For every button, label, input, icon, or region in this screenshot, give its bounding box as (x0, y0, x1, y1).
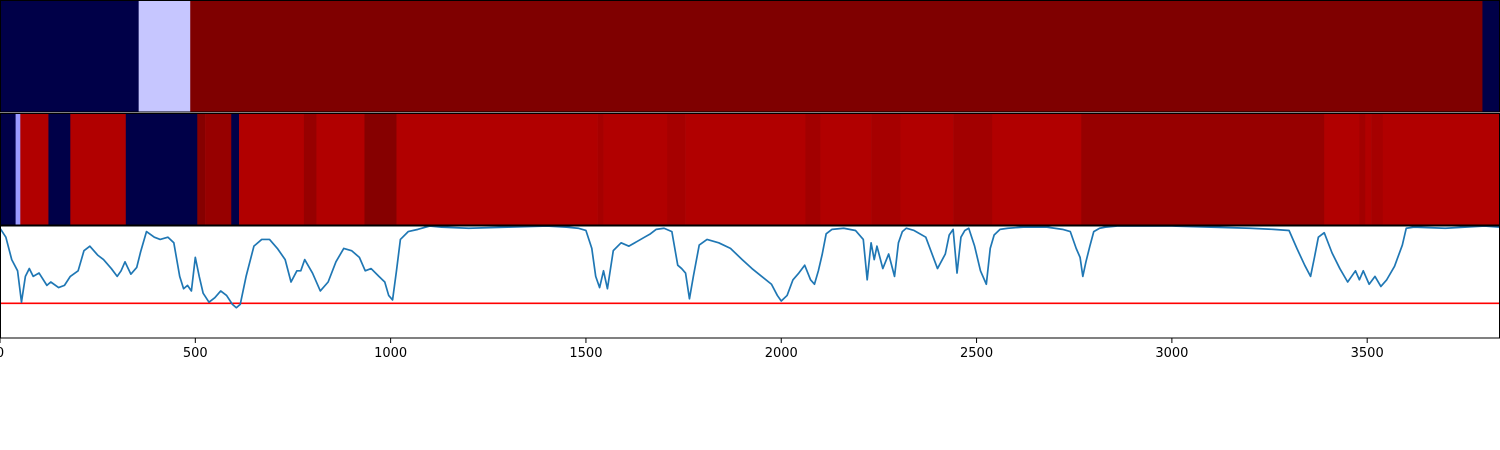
top-strip-segment-1 (138, 1, 191, 112)
x-tick-label-1: 500 (183, 346, 208, 361)
top-strip-segment-2 (190, 1, 1483, 112)
middle-strip-segment-18 (805, 114, 821, 225)
middle-strip-segment-20 (871, 114, 901, 225)
middle-strip-segment-13 (396, 114, 598, 225)
x-tick-label-7: 3500 (1351, 346, 1384, 361)
x-axis: 0 500 1000 1500 2000 2500 3000 3500 (0, 338, 1384, 361)
middle-strip-segment-29 (1382, 114, 1500, 225)
middle-strip-segment-21 (900, 114, 954, 225)
middle-strip-segment-25 (1324, 114, 1360, 225)
top-strip-segment-0 (0, 1, 139, 112)
middle-strip-segment-0 (0, 114, 16, 225)
middle-strip-segment-28 (1371, 114, 1384, 225)
middle-strip-segment-14 (597, 114, 604, 225)
top-color-strip (0, 1, 1500, 112)
middle-strip-segment-17 (685, 114, 806, 225)
x-tick-label-3: 1500 (569, 346, 602, 361)
middle-strip-segment-10 (303, 114, 317, 225)
series-line (0, 225, 1500, 309)
middle-strip-segment-5 (125, 114, 198, 225)
middle-strip-segment-16 (667, 114, 686, 225)
middle-strip-segment-9 (239, 114, 305, 225)
middle-strip-segment-2 (20, 114, 49, 225)
line-plot-panel (0, 225, 1500, 338)
middle-strip-segment-26 (1359, 114, 1366, 225)
middle-strip-segment-12 (364, 114, 397, 225)
plot-background (0, 226, 1500, 338)
x-tick-label-0: 0 (0, 346, 4, 361)
x-tick-label-2: 1000 (374, 346, 407, 361)
middle-strip-segment-8 (231, 114, 240, 225)
middle-strip-segment-3 (48, 114, 71, 225)
middle-strip-segment-22 (953, 114, 993, 225)
middle-strip-segment-7 (205, 114, 232, 225)
middle-strip-segment-4 (70, 114, 127, 225)
middle-strip-segment-27 (1365, 114, 1372, 225)
middle-strip-segment-6 (197, 114, 206, 225)
middle-color-strip (0, 114, 1500, 225)
middle-strip-segment-11 (316, 114, 365, 225)
middle-strip-segment-23 (992, 114, 1082, 225)
x-tick-label-6: 3000 (1155, 346, 1188, 361)
top-strip-segment-3 (1482, 1, 1500, 112)
x-tick-label-4: 2000 (765, 346, 798, 361)
middle-strip-segment-1 (15, 114, 21, 225)
x-tick-label-5: 2500 (960, 346, 993, 361)
middle-strip-segment-24 (1081, 114, 1325, 225)
middle-strip-segment-15 (603, 114, 668, 225)
middle-strip-segment-19 (820, 114, 872, 225)
